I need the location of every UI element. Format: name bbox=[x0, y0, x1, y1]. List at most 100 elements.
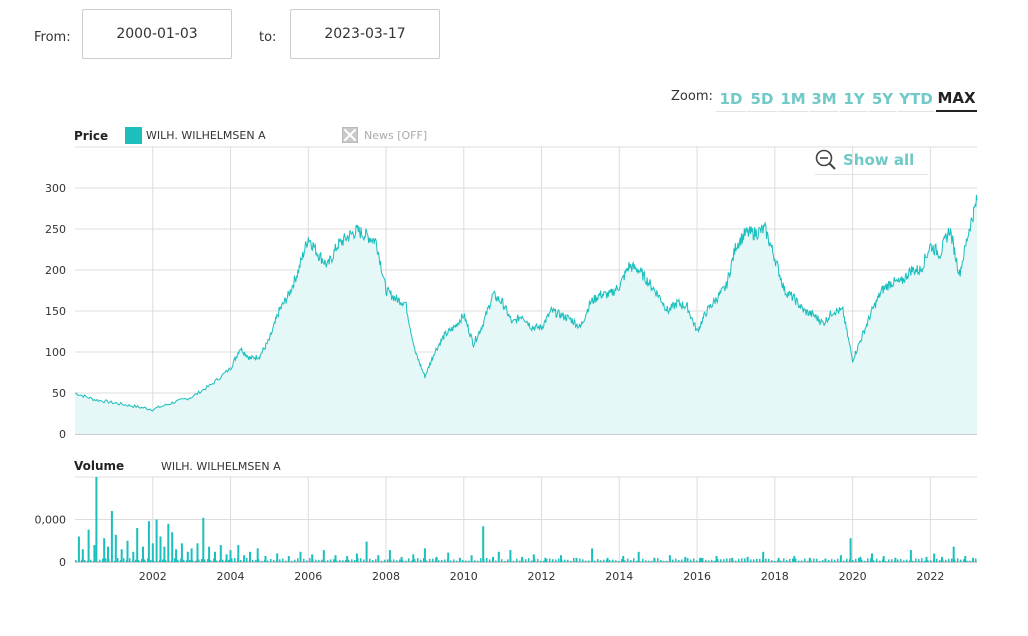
volume-bar-57 bbox=[497, 551, 500, 562]
volume-noise-bar bbox=[363, 559, 365, 562]
show-all-button[interactable]: Show all bbox=[815, 146, 928, 175]
news-toggle[interactable]: News [OFF] bbox=[342, 127, 427, 143]
volume-noise-bar bbox=[657, 558, 659, 562]
volume-noise-bar bbox=[237, 558, 239, 562]
news-toggle-label: News [OFF] bbox=[364, 128, 428, 142]
volume-noise-bar bbox=[231, 558, 233, 562]
to-date-input[interactable]: 2023-03-17 bbox=[290, 9, 440, 59]
volume-noise-bar bbox=[741, 558, 743, 562]
series-color-swatch[interactable] bbox=[125, 127, 142, 144]
volume-noise-bar bbox=[867, 558, 869, 562]
volume-noise-bar bbox=[180, 558, 182, 562]
volume-noise-bar bbox=[258, 559, 260, 562]
price-line[interactable] bbox=[74, 194, 978, 412]
volume-noise-bar bbox=[294, 559, 296, 562]
volume-noise-bar bbox=[375, 559, 377, 562]
volume-noise-bar bbox=[159, 559, 161, 562]
volume-noise-bar bbox=[333, 559, 335, 562]
volume-bar-0 bbox=[77, 536, 80, 562]
zoom-max-button[interactable]: MAX bbox=[936, 86, 977, 112]
volume-noise-bar bbox=[888, 559, 890, 562]
volume-noise-bar bbox=[717, 558, 719, 562]
volume-noise-bar bbox=[900, 559, 902, 562]
volume-noise-bar bbox=[222, 559, 224, 562]
volume-noise-bar bbox=[309, 558, 311, 562]
volume-bar-91 bbox=[964, 556, 967, 562]
from-date-input[interactable]: 2000-01-03 bbox=[82, 9, 232, 59]
zoom-5d-button[interactable]: 5D bbox=[747, 86, 777, 112]
volume-noise-bar bbox=[753, 559, 755, 562]
volume-bar-12 bbox=[136, 528, 139, 562]
volume-bar-10 bbox=[126, 540, 129, 563]
volume-noise-bar bbox=[423, 558, 425, 562]
price-series-label[interactable]: WILH. WILHELMSEN A bbox=[146, 129, 266, 142]
volume-noise-bar bbox=[93, 561, 95, 562]
volume-bar-4 bbox=[95, 477, 98, 562]
volume-noise-bar bbox=[750, 559, 752, 562]
volume-noise-bar bbox=[228, 559, 230, 562]
volume-noise-bar bbox=[453, 559, 455, 562]
volume-bar-64 bbox=[591, 548, 594, 562]
x-tick-label-2: 2006 bbox=[294, 570, 322, 583]
volume-noise-bar bbox=[690, 559, 692, 562]
volume-noise-bar bbox=[588, 560, 590, 562]
volume-noise-bar bbox=[201, 559, 203, 562]
zoom-1m-button[interactable]: 1M bbox=[778, 86, 808, 112]
volume-noise-bar bbox=[573, 558, 575, 562]
volume-noise-bar bbox=[834, 559, 836, 562]
volume-noise-bar bbox=[336, 560, 338, 562]
volume-noise-bar bbox=[966, 560, 968, 562]
volume-noise-bar bbox=[810, 559, 812, 562]
volume-noise-bar bbox=[102, 558, 104, 562]
volume-noise-bar bbox=[546, 558, 548, 562]
zoom-5y-button[interactable]: 5Y bbox=[869, 86, 896, 112]
volume-noise-bar bbox=[456, 560, 458, 562]
volume-bar-60 bbox=[532, 554, 535, 562]
volume-bar-21 bbox=[175, 549, 178, 563]
volume-noise-bar bbox=[147, 558, 149, 562]
volume-bar-23 bbox=[186, 551, 189, 562]
x-tick-label-1: 2004 bbox=[217, 570, 245, 583]
volume-bar-49 bbox=[412, 554, 415, 562]
volume-noise-bar bbox=[105, 558, 107, 562]
volume-noise-bar bbox=[120, 560, 122, 562]
volume-bar-33 bbox=[243, 555, 246, 562]
volume-noise-bar bbox=[681, 559, 683, 562]
volume-noise-bar bbox=[951, 558, 953, 562]
volume-bar-54 bbox=[470, 555, 473, 562]
volume-noise-bar bbox=[219, 559, 221, 562]
volume-noise-bar bbox=[693, 558, 695, 562]
volume-bar-16 bbox=[155, 519, 158, 562]
volume-noise-bar bbox=[519, 560, 521, 562]
volume-bar-18 bbox=[163, 546, 166, 562]
volume-bar-47 bbox=[388, 550, 391, 562]
volume-noise-bar bbox=[387, 559, 389, 562]
volume-noise-bar bbox=[759, 559, 761, 562]
volume-noise-bar bbox=[537, 559, 539, 562]
x-tick-label-7: 2016 bbox=[683, 570, 711, 583]
volume-noise-bar bbox=[129, 558, 131, 562]
volume-bar-17 bbox=[159, 536, 162, 562]
volume-noise-bar bbox=[975, 558, 977, 562]
volume-noise-bar bbox=[858, 558, 860, 562]
volume-noise-bar bbox=[132, 561, 134, 562]
volume-noise-bar bbox=[174, 558, 176, 562]
volume-tick-label-0: 0 bbox=[59, 556, 66, 569]
volume-noise-bar bbox=[747, 559, 749, 562]
volume-noise-bar bbox=[285, 560, 287, 562]
volume-noise-bar bbox=[108, 558, 110, 562]
volume-noise-bar bbox=[273, 559, 275, 562]
volume-noise-bar bbox=[603, 559, 605, 562]
zoom-1y-button[interactable]: 1Y bbox=[840, 86, 868, 112]
volume-noise-bar bbox=[441, 559, 443, 562]
volume-tick-label-1: 0,000 bbox=[35, 514, 67, 527]
volume-noise-bar bbox=[165, 560, 167, 562]
volume-noise-bar bbox=[369, 558, 371, 562]
volume-noise-bar bbox=[897, 559, 899, 562]
volume-noise-bar bbox=[354, 560, 356, 562]
zoom-1d-button[interactable]: 1D bbox=[716, 86, 746, 112]
zoom-3m-button[interactable]: 3M bbox=[809, 86, 839, 112]
volume-noise-bar bbox=[666, 560, 668, 562]
zoom-ytd-button[interactable]: YTD bbox=[897, 86, 935, 112]
